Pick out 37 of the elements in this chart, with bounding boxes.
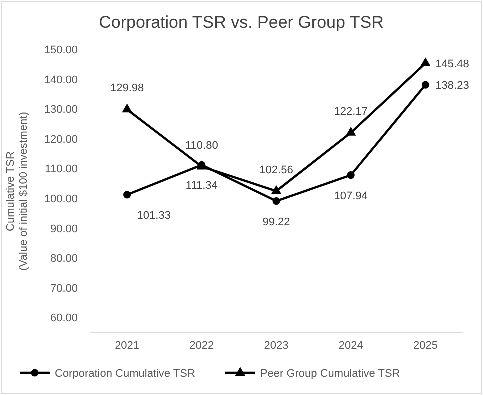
data-label: 107.94 bbox=[334, 190, 368, 202]
point bbox=[124, 191, 132, 199]
y-tick-label: 70.00 bbox=[50, 282, 78, 295]
point bbox=[422, 81, 430, 89]
data-label: 110.80 bbox=[185, 140, 218, 152]
chart-title: Corporation TSR vs. Peer Group TSR bbox=[99, 13, 384, 32]
point bbox=[271, 185, 282, 194]
legend-label: Corporation Cumulative TSR bbox=[55, 368, 196, 380]
point bbox=[122, 104, 132, 113]
point bbox=[346, 127, 356, 136]
y-tick-label: 120.00 bbox=[44, 134, 78, 146]
y-tick-label: 80.00 bbox=[50, 253, 78, 266]
y-tick-label: 150.00 bbox=[44, 44, 78, 57]
point bbox=[420, 58, 431, 66]
y-axis-title: Cumulative TSR (Value of initial $100 investment) bbox=[5, 112, 30, 271]
y-tick-label: 140.00 bbox=[44, 74, 78, 86]
point bbox=[272, 197, 280, 206]
legend-label: Peer Group Cumulative TSR bbox=[260, 368, 400, 380]
x-tick-label: 2023 bbox=[264, 340, 289, 352]
data-label: 101.33 bbox=[137, 210, 171, 222]
y-tick-label: 100.00 bbox=[44, 193, 78, 206]
x-tick-label: 2025 bbox=[413, 340, 438, 352]
data-label: 129.98 bbox=[110, 82, 144, 95]
x-tick-label: 2024 bbox=[338, 340, 364, 352]
data-label: 138.23 bbox=[436, 80, 470, 92]
y-tick-label: 90.00 bbox=[50, 223, 78, 236]
y-tick-label: 110.00 bbox=[45, 164, 78, 176]
y-tick-label: 130.00 bbox=[44, 104, 78, 116]
point bbox=[347, 172, 355, 180]
data-label: 122.17 bbox=[334, 106, 368, 118]
data-label: 145.48 bbox=[436, 58, 470, 70]
y-tick-label: 60.00 bbox=[50, 312, 78, 325]
data-label: 111.34 bbox=[186, 180, 218, 192]
data-label: 99.22 bbox=[262, 216, 290, 228]
x-tick-label: 2021 bbox=[115, 340, 140, 352]
x-tick-label: 2022 bbox=[190, 340, 214, 352]
data-label: 102.56 bbox=[260, 164, 294, 176]
